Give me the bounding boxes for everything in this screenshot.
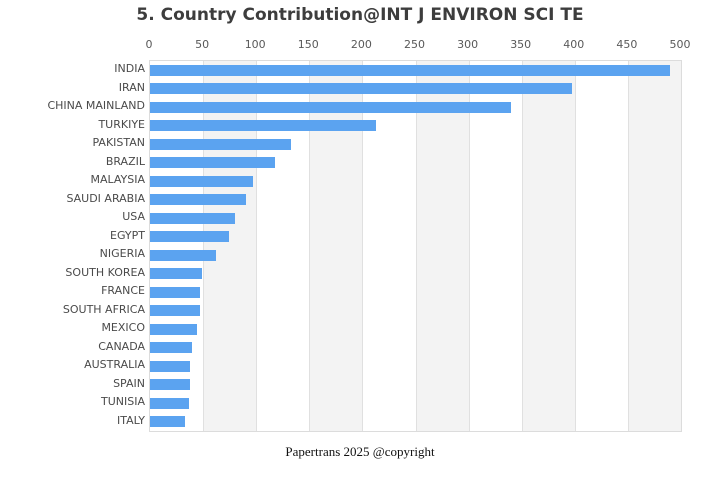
x-tick-label: 450	[616, 38, 638, 51]
y-axis-label-india: INDIA	[114, 62, 145, 76]
y-axis-label-south-africa: SOUTH AFRICA	[62, 302, 145, 316]
y-axis-label-pakistan: PAKISTAN	[92, 136, 145, 150]
y-axis-label-australia: AUSTRALIA	[84, 358, 145, 372]
y-axis-label-nigeria: NIGERIA	[99, 247, 145, 261]
y-axis-label-france: FRANCE	[101, 284, 145, 298]
split-area-band	[574, 61, 628, 431]
bar-italy	[150, 416, 186, 428]
gridline	[468, 61, 470, 431]
split-area-band	[362, 61, 416, 431]
y-axis-label-usa: USA	[122, 210, 145, 224]
x-tick-label: 500	[669, 38, 691, 51]
y-axis-label-mexico: MEXICO	[101, 321, 145, 335]
y-axis-label-turkiye: TURKIYE	[98, 117, 145, 131]
bar-china-mainland	[150, 101, 512, 113]
y-axis-label-iran: IRAN	[118, 80, 145, 94]
x-tick-label: 250	[404, 38, 425, 51]
split-area-band	[468, 61, 522, 431]
bar-pakistan	[150, 138, 292, 150]
gridline	[521, 61, 523, 431]
x-tick-label: 350	[510, 38, 532, 51]
x-tick-label: 400	[563, 38, 585, 51]
y-axis-label-italy: ITALY	[116, 413, 145, 427]
split-area-band	[203, 61, 257, 431]
bar-usa	[150, 212, 235, 224]
x-axis: 0 50 100 150 200 250 300 350 400 450 500	[0, 38, 720, 54]
y-axis-label-malaysia: MALAYSIA	[90, 173, 145, 187]
bar-mexico	[150, 323, 197, 335]
bar-brazil	[150, 157, 276, 169]
bar-australia	[150, 360, 191, 372]
split-area-band	[256, 61, 310, 431]
bar-spain	[150, 379, 191, 391]
bar-malaysia	[150, 175, 253, 187]
chart-title: 5. Country Contribution@INT J ENVIRON SC…	[136, 5, 584, 25]
split-area-band	[521, 61, 575, 431]
gridline	[309, 61, 311, 431]
bar-tunisia	[150, 397, 190, 409]
bar-india	[150, 64, 671, 76]
bar-nigeria	[150, 249, 216, 261]
x-tick-label: 150	[297, 38, 319, 51]
y-axis-label-tunisia: TUNISIA	[101, 395, 145, 409]
split-area-band	[415, 61, 469, 431]
bar-south-korea	[150, 268, 203, 280]
bar-egypt	[150, 231, 229, 243]
split-area-band	[150, 61, 204, 431]
bar-turkiye	[150, 120, 377, 132]
bar-canada	[150, 342, 193, 354]
bar-south-africa	[150, 305, 200, 317]
gridline	[415, 61, 417, 431]
y-axis-label-china-mainland: CHINA MAINLAND	[47, 99, 145, 113]
gridline	[256, 61, 258, 431]
bar-france	[150, 286, 200, 298]
y-axis-label-spain: SPAIN	[113, 376, 145, 390]
y-axis-label-saudi-arabia: SAUDI ARABIA	[66, 191, 145, 205]
x-tick-label: 100	[244, 38, 266, 51]
gridline	[574, 61, 576, 431]
gridline	[627, 61, 629, 431]
y-axis-labels: INDIA IRAN CHINA MAINLAND TURKIYE PAKISTAN BR…	[0, 60, 145, 430]
x-tick-label: 300	[457, 38, 479, 51]
y-axis-label-canada: CANADA	[98, 339, 145, 353]
bar-saudi-arabia	[150, 194, 246, 206]
split-area-band	[309, 61, 363, 431]
copyright-text: Papertrans 2025 @copyright	[285, 444, 435, 459]
y-axis-label-egypt: EGYPT	[110, 228, 145, 242]
gridline	[203, 61, 205, 431]
y-axis-label-south-korea: SOUTH KOREA	[65, 265, 145, 279]
y-axis-label-brazil: BRAZIL	[105, 154, 145, 168]
split-area-band	[627, 61, 681, 431]
x-tick-label: 200	[350, 38, 372, 51]
x-tick-label: 50	[195, 38, 210, 51]
bar-iran	[150, 83, 572, 95]
gridline	[362, 61, 364, 431]
x-tick-label: 0	[145, 38, 153, 51]
plot-area	[149, 60, 682, 432]
